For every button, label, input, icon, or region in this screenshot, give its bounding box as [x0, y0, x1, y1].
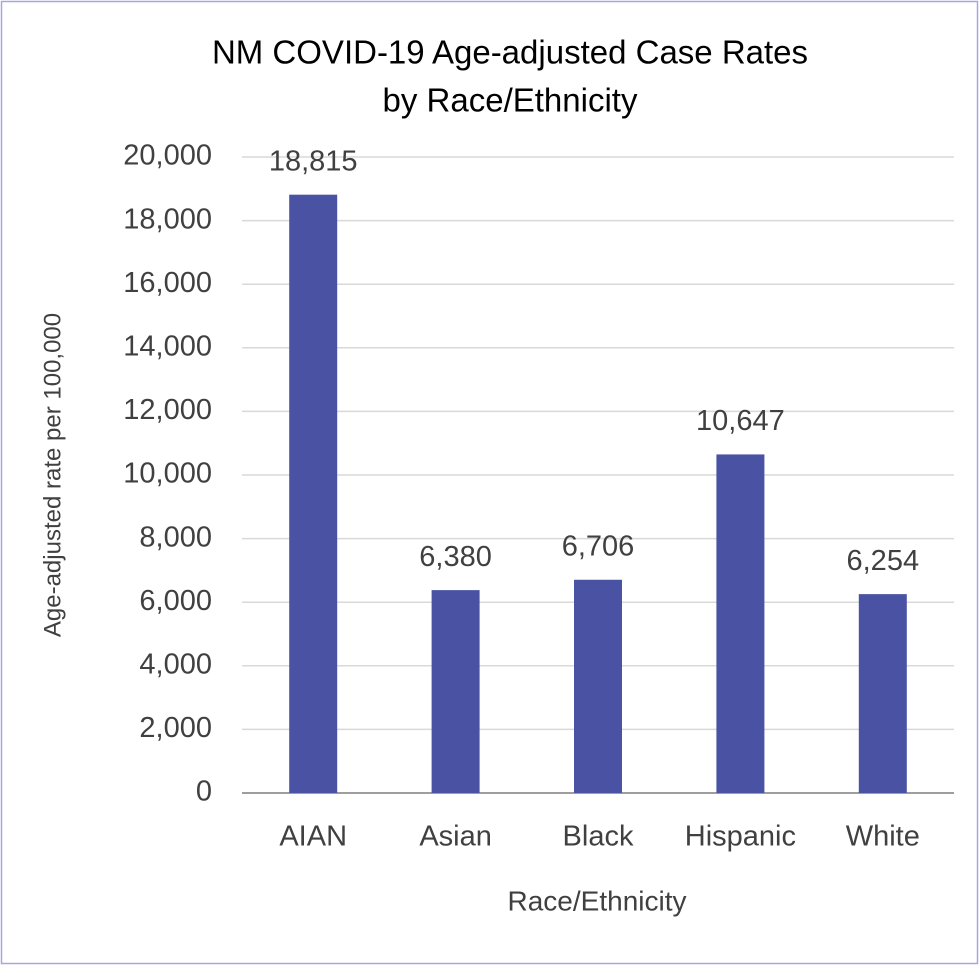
- y-tick-label: 6,000: [139, 585, 212, 617]
- y-tick-label: 14,000: [123, 330, 212, 362]
- x-tick-label: White: [846, 821, 920, 853]
- y-tick-label: 12,000: [123, 394, 212, 426]
- y-tick-label: 4,000: [139, 648, 212, 680]
- data-label: 18,815: [269, 145, 358, 177]
- x-tick-label: Black: [563, 821, 634, 853]
- chart-title: by Race/Ethnicity: [383, 82, 638, 119]
- data-label: 6,380: [419, 541, 492, 573]
- y-axis-label: Age-adjusted rate per 100,000: [39, 313, 66, 637]
- bar: [289, 194, 338, 794]
- bar: [574, 579, 622, 793]
- y-tick-label: 2,000: [139, 712, 212, 744]
- x-tick-label: Hispanic: [685, 821, 796, 853]
- data-label: 6,706: [562, 530, 635, 562]
- bar: [431, 590, 480, 793]
- data-label: 6,254: [847, 545, 920, 577]
- x-axis-label: Race/Ethnicity: [508, 885, 687, 916]
- y-tick-label: 16,000: [123, 267, 212, 299]
- x-tick-label: Asian: [419, 821, 492, 853]
- bar: [716, 454, 765, 793]
- x-tick-label: AIAN: [279, 821, 347, 853]
- y-tick-label: 8,000: [139, 521, 212, 553]
- y-tick-label: 10,000: [123, 458, 212, 490]
- chart-title: NM COVID-19 Age-adjusted Case Rates: [212, 34, 808, 71]
- y-tick-label: 0: [196, 776, 212, 808]
- bar: [858, 594, 907, 793]
- y-tick-label: 20,000: [123, 140, 212, 172]
- data-label: 10,647: [696, 405, 785, 437]
- y-tick-label: 18,000: [123, 203, 212, 235]
